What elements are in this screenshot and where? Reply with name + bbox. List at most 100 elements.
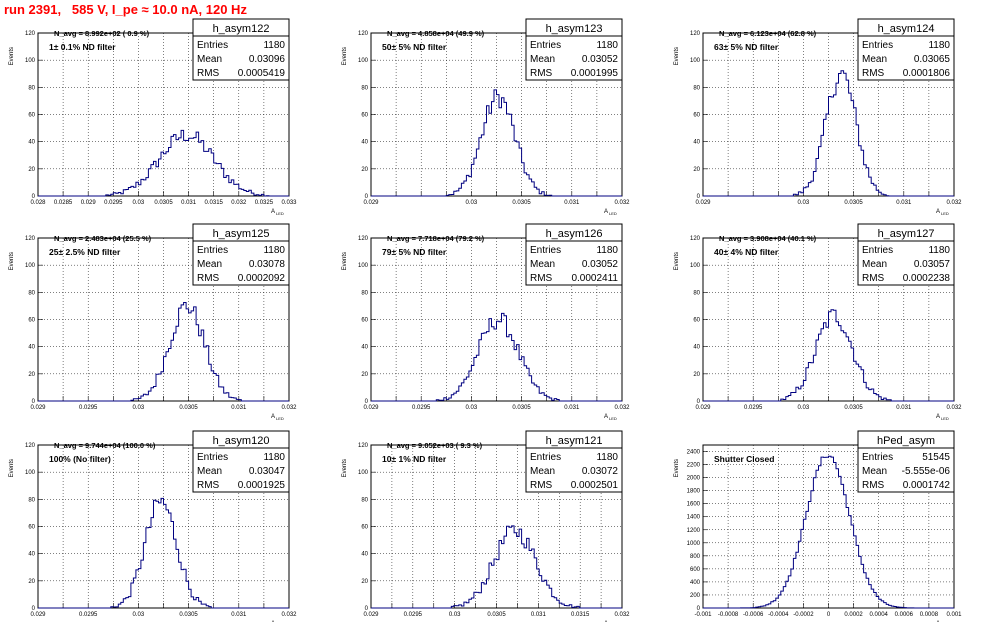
histogram-name: h_asym126	[546, 228, 603, 240]
stats-mean-label: Mean	[197, 54, 222, 65]
stats-box	[857, 223, 955, 286]
y-tick-label: 120	[690, 31, 701, 37]
filter-annotation: 63± 5% ND filter	[714, 42, 779, 52]
x-axis-subscript: LED	[276, 211, 284, 216]
x-axis-label: A	[604, 414, 608, 420]
x-tick-label: 0.028	[30, 200, 46, 206]
x-tick-label: 0.029	[30, 612, 46, 618]
x-tick-label: -0.001	[694, 612, 712, 618]
y-tick-label: 1800	[687, 489, 701, 495]
stats-entries-value: 51545	[922, 452, 950, 463]
x-tick-label: 0.0305	[154, 200, 173, 206]
filter-annotation: 40± 4% ND filter	[714, 247, 779, 257]
stats-rms-label: RMS	[862, 273, 885, 284]
stats-entries-value: 1180	[263, 452, 285, 463]
x-axis-label: A	[271, 209, 275, 215]
x-tick-label: 0.029	[363, 200, 379, 206]
x-tick-label: 0.0325	[255, 200, 274, 206]
x-axis-subscript: LED	[609, 416, 617, 421]
x-tick-label: 0.032	[946, 405, 962, 411]
x-tick-label: 0.03	[449, 612, 461, 618]
x-tick-label: 0.029	[363, 612, 379, 618]
x-tick-label: 0.0295	[404, 612, 423, 618]
histogram-series-h_asym126	[371, 312, 622, 402]
histogram-series-h_asym124	[703, 70, 954, 197]
x-tick-label: 0.03	[466, 405, 478, 411]
histogram-panel-h_asym123: 0.029 0.03 0.0305 0.031 0.032 0 20 40 60 80 100 120…	[342, 18, 630, 216]
y-tick-label: 0	[365, 194, 369, 200]
stats-rms-label: RMS	[197, 68, 220, 79]
x-tick-label: 0.0008	[920, 612, 939, 618]
x-tick-label: 0.0305	[487, 612, 506, 618]
x-tick-label: -0.0006	[743, 612, 764, 618]
y-axis-label: Events	[9, 47, 15, 65]
y-tick-label: 120	[358, 443, 369, 449]
x-tick-label: 0.029	[363, 405, 379, 411]
y-tick-label: 400	[690, 580, 701, 586]
y-axis-label: Events	[674, 252, 680, 270]
histogram-panel-h_asym127: 0.029 0.0295 0.03 0.0305 0.031 0.032 0 20 40 60 80…	[674, 223, 962, 421]
y-tick-label: 0	[32, 194, 36, 200]
histogram-name: h_asym127	[878, 228, 935, 240]
stats-box	[192, 18, 290, 81]
y-tick-label: 0	[32, 399, 36, 405]
stats-mean-value: 0.03047	[249, 466, 286, 477]
filter-annotation: 10± 1% ND filter	[382, 454, 447, 464]
histogram-name: hPed_asym	[877, 435, 935, 447]
histogram-panel-hPed_asym: -0.001 -0.0008 -0.0006 -0.0004 -0.0002 0 0.000…	[674, 430, 962, 622]
y-tick-label: 60	[361, 113, 368, 119]
stats-entries-value: 1180	[263, 40, 285, 51]
y-tick-label: 40	[361, 552, 368, 558]
x-tick-label: 0	[827, 612, 831, 618]
x-tick-label: 0.03	[798, 405, 810, 411]
histogram-panel-h_asym125: 0.029 0.0295 0.03 0.0305 0.031 0.032 0 20 40 60 80…	[9, 223, 297, 421]
histogram-series-h_asym127	[703, 309, 954, 402]
x-tick-label: 0.001	[946, 612, 962, 618]
x-axis-subscript: LED	[276, 416, 284, 421]
y-axis-label: Events	[342, 252, 348, 270]
y-tick-label: 1600	[687, 502, 701, 508]
y-tick-label: 20	[693, 167, 700, 173]
y-tick-label: 20	[361, 579, 368, 585]
stats-box	[857, 430, 955, 493]
y-tick-label: 20	[361, 372, 368, 378]
x-tick-label: 0.032	[946, 200, 962, 206]
filter-annotation: Shutter Closed	[714, 454, 774, 464]
filter-annotation: 1± 0.1% ND filter	[49, 42, 116, 52]
x-axis-subscript: LED	[609, 211, 617, 216]
y-tick-label: 80	[28, 85, 35, 91]
x-tick-label: 0.032	[231, 200, 247, 206]
stats-entries-value: 1180	[596, 40, 618, 51]
histogram-panel-h_asym121: 0.029 0.0295 0.03 0.0305 0.031 0.0315 0.032 0 20…	[342, 430, 630, 622]
y-axis-label: Events	[9, 252, 15, 270]
x-tick-label: 0.031	[564, 200, 580, 206]
y-tick-label: 1400	[687, 515, 701, 521]
x-tick-label: 0.0004	[870, 612, 889, 618]
y-tick-label: 40	[28, 552, 35, 558]
stats-mean-value: 0.03096	[249, 54, 286, 65]
y-tick-label: 800	[690, 554, 701, 560]
stats-mean-label: Mean	[530, 259, 555, 270]
x-tick-label: 0.03	[133, 405, 145, 411]
stats-entries-label: Entries	[862, 245, 893, 256]
y-axis-label: Events	[342, 47, 348, 65]
stats-mean-value: 0.03057	[914, 259, 951, 270]
y-tick-label: 80	[361, 85, 368, 91]
x-tick-label: 0.0315	[205, 200, 224, 206]
histogram-series-h_asym122	[38, 129, 289, 197]
y-tick-label: 20	[28, 167, 35, 173]
y-tick-label: 80	[693, 85, 700, 91]
x-tick-label: 0.031	[896, 200, 912, 206]
y-tick-label: 60	[28, 113, 35, 119]
x-tick-label: 0.031	[231, 612, 247, 618]
x-tick-label: 0.0295	[79, 405, 98, 411]
navg-label: N_avg = 8.992e+02 ( 0.9 %)	[54, 29, 150, 38]
stats-rms-label: RMS	[197, 273, 220, 284]
y-tick-label: 80	[693, 290, 700, 296]
histogram-name: h_asym125	[213, 228, 270, 240]
stats-entries-value: 1180	[263, 245, 285, 256]
x-tick-label: 0.031	[181, 200, 197, 206]
y-tick-label: 1200	[687, 528, 701, 534]
y-tick-label: 100	[25, 470, 36, 476]
navg-label: N_avg = 4.858e+04 (49.9 %)	[387, 29, 485, 38]
